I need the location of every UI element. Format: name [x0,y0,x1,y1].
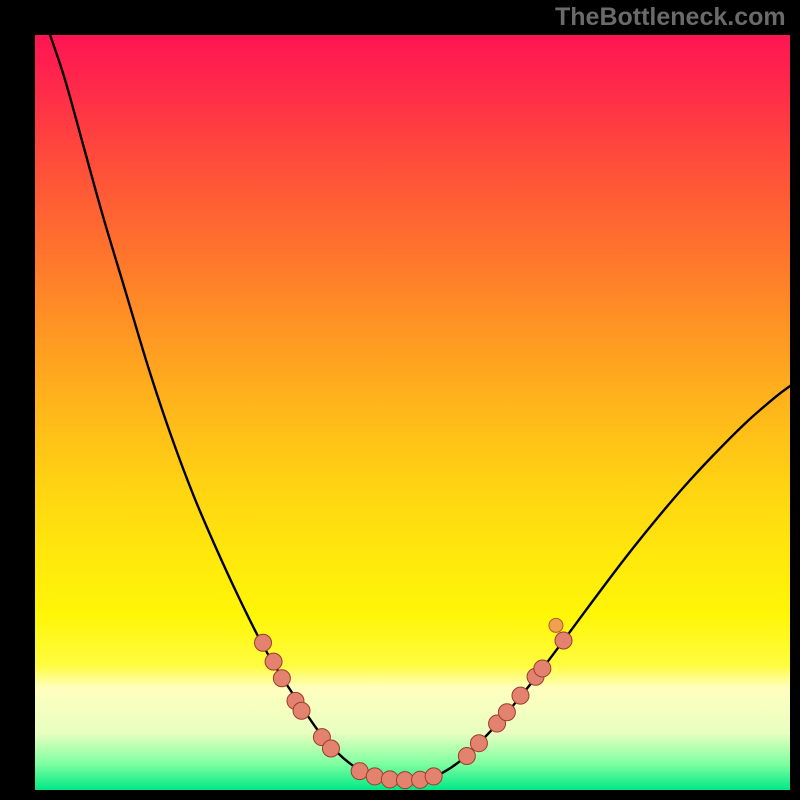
data-marker [470,735,487,752]
data-marker [555,632,572,649]
data-marker [425,768,442,785]
bottleneck-curve [50,35,790,780]
chart-overlay [0,0,800,800]
watermark-text: TheBottleneck.com [555,3,786,32]
data-marker [273,670,290,687]
data-marker [458,748,475,765]
data-marker [265,653,282,670]
data-marker [255,634,272,651]
data-marker [396,772,413,789]
data-marker [351,763,368,780]
data-marker-outlier [549,618,563,632]
data-marker [512,687,529,704]
data-marker [381,771,398,788]
data-marker [366,768,383,785]
data-marker [534,660,551,677]
data-marker [498,704,515,721]
data-marker [322,740,339,757]
data-marker [293,702,310,719]
